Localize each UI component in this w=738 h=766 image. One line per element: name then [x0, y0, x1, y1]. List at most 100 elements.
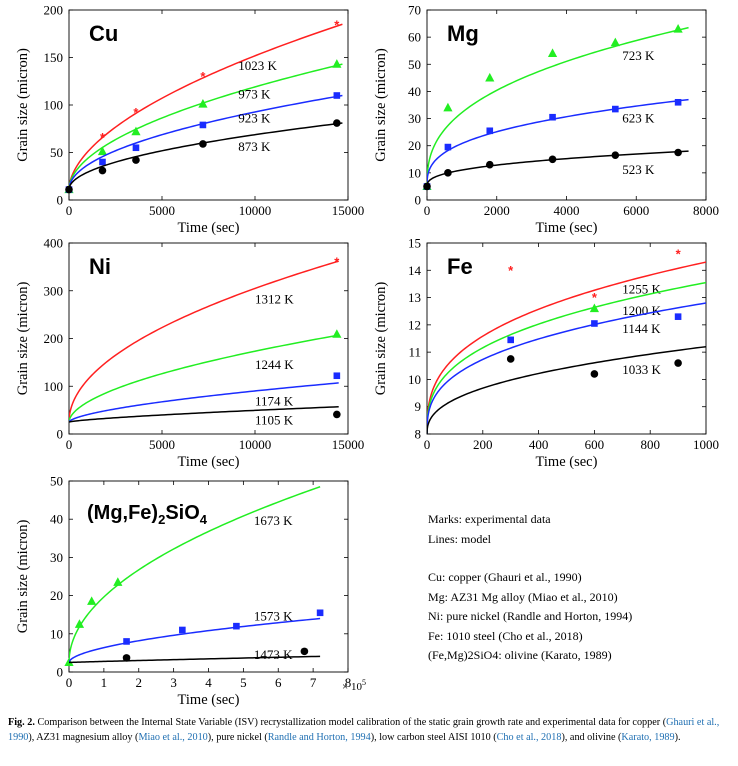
y-tick-label: 30: [408, 111, 421, 126]
caption-reference-link[interactable]: Karato, 1989: [621, 731, 675, 743]
source-mg: Mg: AZ31 Mg alloy (Miao et al., 2010): [428, 589, 618, 604]
data-point: [443, 102, 453, 112]
caption-text: ).: [674, 731, 681, 743]
x-tick-label: 8: [345, 675, 352, 690]
x-tick-label: 0: [66, 437, 73, 452]
x-tick-label: 15000: [332, 437, 365, 452]
data-point: [674, 148, 682, 157]
data-point: [98, 166, 107, 175]
y-tick-label: 10: [408, 165, 421, 180]
caption-reference-link[interactable]: Randle and Horton, 1994: [267, 731, 371, 743]
y-tick-label: 400: [44, 236, 64, 251]
data-point: [444, 169, 452, 177]
x-axis-label: Time (sec): [536, 454, 598, 470]
data-point: [507, 336, 514, 344]
panel-Ni: 0 5000 10000 15000 0 100 200 300 400 Time (sec) Gr…: [15, 236, 364, 471]
y-tick-label: 40: [50, 512, 63, 527]
data-point: [74, 619, 85, 628]
x-axis-label: Time (sec): [536, 220, 598, 236]
data-point: [199, 121, 207, 129]
series-label: 523 K: [622, 162, 655, 177]
data-point: *: [592, 290, 598, 305]
series-label: 1144 K: [622, 321, 661, 336]
x-tick-label: 10000: [239, 437, 272, 452]
x-tick-label: 10000: [239, 203, 272, 218]
panel-Cu: 0 5000 10000 15000 0 50 100 150 200 Time (sec) Gra…: [15, 3, 364, 237]
data-point: [233, 622, 240, 630]
caption-text: ), low carbon steel AISI 1010 (: [370, 731, 497, 743]
x-tick-label: 2000: [484, 203, 510, 218]
series-label: 1105 K: [255, 413, 294, 428]
model-line-1023K: [69, 23, 343, 190]
data-point: [332, 59, 342, 68]
y-tick-label: 10: [408, 372, 421, 387]
x-axis-label: Time (sec): [178, 454, 240, 470]
model-line-923K: [69, 94, 343, 190]
model-line-523K: [427, 150, 689, 187]
series-label: 1244 K: [255, 357, 294, 372]
series-label: 1573 K: [254, 609, 293, 624]
caption-reference-link[interactable]: Cho et al., 2018: [496, 731, 562, 743]
data-point: [333, 119, 341, 127]
data-point: [333, 372, 341, 380]
notes-marks-line: Marks: experimental data: [428, 512, 551, 526]
data-point: [674, 98, 682, 106]
caption-reference-link[interactable]: Ghauri et al., 1990: [8, 717, 720, 743]
data-point: *: [200, 69, 206, 84]
data-point: [300, 647, 309, 656]
model-line-1144K: [427, 302, 706, 434]
y-tick-label: 30: [50, 550, 63, 565]
y-tick-label: 11: [408, 345, 421, 360]
x-tick-label: 7: [310, 675, 317, 690]
data-point: *: [100, 130, 106, 145]
model-line-1174K: [69, 382, 339, 423]
data-point: *: [676, 246, 682, 261]
y-tick-label: 60: [408, 30, 421, 45]
source-cu: Cu: copper (Ghauri et al., 1990): [428, 570, 582, 584]
series-label: 1200 K: [622, 303, 661, 318]
data-point: *: [334, 255, 340, 270]
data-point: [485, 72, 495, 82]
series-label: 873 K: [238, 139, 271, 154]
notes-lines-line: Lines: model: [428, 531, 491, 546]
source-ni: Ni: pure nickel (Randle and Horton, 1994…: [428, 609, 633, 623]
y-tick-label: 0: [57, 665, 64, 680]
data-point: [590, 370, 599, 378]
series-label: 973 K: [238, 87, 271, 102]
y-tick-label: 0: [415, 193, 422, 208]
plot-frame: [426, 242, 707, 435]
data-point: [333, 410, 341, 419]
panel-olivine: 0 1 2 3 4 5 6 7 8 0 10 20 30 40 50 Time (sec) Grain size…: [15, 474, 366, 709]
data-point: [611, 151, 620, 160]
x-tick-label: 0: [66, 675, 73, 690]
series-label: 923 K: [238, 110, 271, 125]
x-tick-label: 6000: [623, 203, 649, 218]
x-tick-label: 0: [66, 203, 73, 218]
y-axis-label: Grain size (micron): [15, 48, 31, 162]
model-line-1105K: [69, 406, 339, 423]
y-tick-label: 9: [415, 399, 422, 414]
y-tick-label: 200: [44, 331, 64, 346]
panel-Fe: 0 200 400 600 800 1000 8 9 10 11 12 13 14 15 Time (sec…: [373, 236, 719, 471]
data-point: [332, 329, 342, 338]
data-point: *: [133, 105, 139, 120]
data-point: [485, 160, 494, 169]
data-point: *: [508, 263, 514, 278]
y-tick-label: 20: [408, 138, 421, 153]
data-point: [591, 320, 598, 327]
model-line-973K: [69, 63, 343, 190]
caption-reference-link[interactable]: Miao et al., 2010: [138, 731, 208, 743]
y-tick-label: 8: [415, 427, 422, 442]
x-tick-label: 2: [136, 675, 143, 690]
data-point: [673, 24, 683, 33]
y-tick-label: 200: [44, 3, 64, 18]
y-tick-label: 20: [50, 588, 63, 603]
y-tick-label: 300: [44, 283, 64, 298]
figure-label: Fig. 2.: [8, 717, 35, 728]
caption-text: ), pure nickel (: [207, 731, 268, 743]
y-axis-label: Grain size (micron): [15, 282, 31, 396]
x-tick-label: 0: [424, 437, 431, 452]
model-line-873K: [69, 122, 343, 190]
y-tick-label: 100: [44, 98, 64, 113]
model-line-1200K: [427, 281, 706, 434]
